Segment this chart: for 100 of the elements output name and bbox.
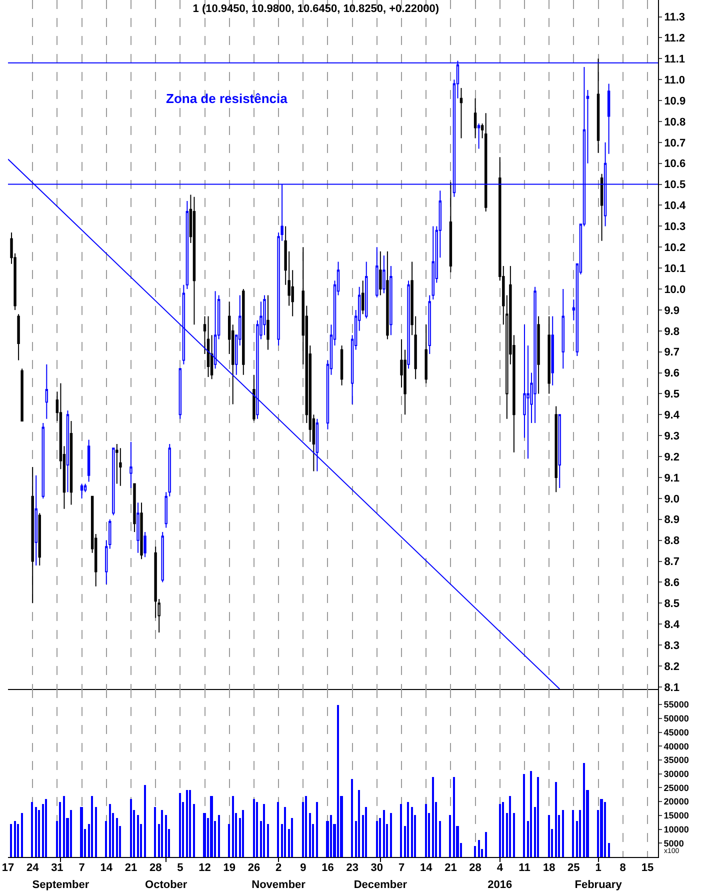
bar [337,705,339,857]
x-tick-label: 8 [620,862,626,874]
candlestick [45,364,48,420]
y-tick-label: 8.7 [664,556,680,568]
chart-title: 1 (10.9450, 10.9800, 10.6450, 10.8250, +0.22000) [192,3,440,16]
bar [70,810,72,857]
y-tick-label: 11.0 [664,74,686,86]
y-tick-label: 10.1 [664,262,686,275]
x-tick-label: 4 [496,862,504,874]
y-tick-label: 11.2 [664,32,686,45]
candlestick [379,250,382,296]
y-tick-label: 10.9 [664,95,686,108]
y-tick-label: 15000 [664,810,689,821]
bar [63,796,65,857]
bar [17,824,19,857]
candlestick [87,439,90,482]
x-tick-label: 18 [542,862,556,874]
candlestick [607,83,610,154]
y-tick-label: 40000 [664,741,689,752]
candlestick [20,368,24,422]
x-tick-label: 25 [568,862,580,874]
bar [21,813,23,857]
x-tick-label: 17 [2,862,14,874]
y-tick-label: 10.7 [664,137,686,150]
candlestick [266,294,270,350]
bar [608,843,610,857]
bar [379,818,381,857]
annotation: Zona de resistência [166,91,288,106]
candlestick [534,286,536,424]
y-tick-label: 10.4 [664,200,686,212]
x-tick-label: 23 [346,862,358,874]
bar [330,815,332,857]
bar [478,840,480,857]
candlestick [130,441,132,488]
candlestick [66,410,70,493]
x-tick-label: 21 [124,862,138,874]
y-tick-label: 8.2 [664,660,680,673]
candlestick [407,280,410,370]
candlestick [548,316,550,394]
candlestick [112,448,115,516]
x-tick-label: 14 [420,862,434,874]
bar [548,815,550,857]
bar [253,799,255,857]
y-tick-label: 55000 [664,700,689,710]
bar [232,796,234,857]
x2-tick-label: November [252,879,306,891]
y-tick-label: 9.4 [664,410,680,422]
y-tick-label: 8.1 [664,682,680,694]
bar [179,793,181,857]
candlestick [537,316,540,394]
candlestick [252,374,256,422]
bar [228,824,230,857]
candlestick [42,422,44,499]
x-tick-label: 11 [518,862,530,874]
bar [263,804,265,857]
candlestick [390,265,392,336]
bar [38,810,40,857]
bar [193,804,195,857]
bar [453,777,455,857]
bar [309,813,311,857]
candlestick [133,483,136,532]
bar [305,796,307,857]
bar [502,802,504,857]
bar [116,818,118,857]
candlestick [460,87,463,139]
y-tick-label: 8.9 [664,514,680,526]
bar [583,763,585,857]
y-tick-label: 8.3 [664,640,680,652]
bar [189,790,191,857]
bar [425,804,427,857]
candlestick [484,112,488,212]
bar [579,810,581,857]
x2-tick-label: December [354,879,408,891]
x2-tick-label: February [574,879,623,891]
bar [572,810,574,857]
y-tick-label: 11.3 [664,12,686,24]
x-tick-label: 26 [248,862,260,874]
bar [218,815,220,857]
candlestick [161,531,164,583]
bar [537,777,539,857]
bar [105,821,107,857]
x-tick-label: 12 [198,862,211,874]
bar [474,846,476,857]
y-tick-label: 10.8 [664,116,686,128]
candlestick [432,226,434,300]
bar [562,810,564,857]
candlestick [562,288,564,370]
y-tick-label: 8.4 [664,618,680,631]
bar [432,777,434,857]
candlestick [34,474,38,566]
bar [604,802,606,857]
x-tick-label: 30 [370,862,384,874]
x-tick-label: 16 [322,862,334,874]
x-tick-label: 28 [469,862,482,874]
y-tick-label: 9.0 [664,493,680,506]
candlestick [214,290,217,370]
candlestick [428,294,431,354]
candlestick [136,502,140,554]
candlestick [382,255,386,294]
y-tick-label: 10.2 [664,242,686,254]
